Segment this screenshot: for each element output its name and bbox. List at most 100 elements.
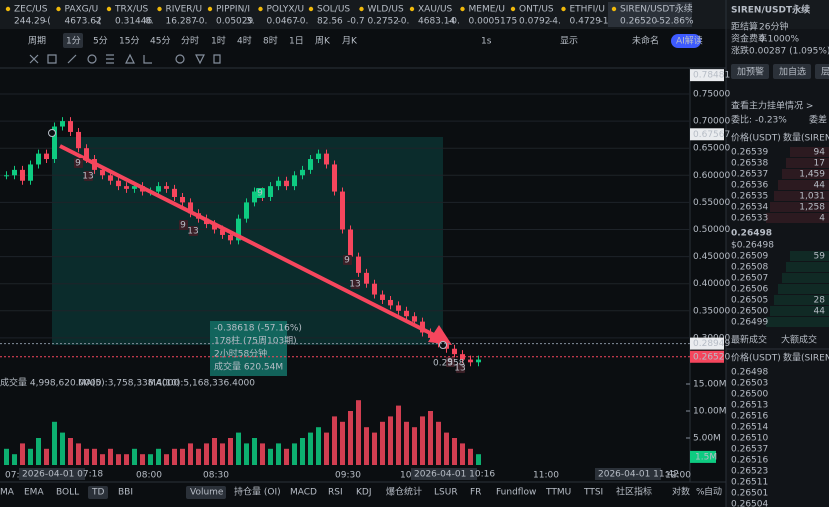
period-tab[interactable]: 5分 xyxy=(93,36,108,47)
toolbar-button[interactable]: AI解读 xyxy=(676,35,703,47)
indicator-tab[interactable]: 社区指标 xyxy=(616,486,652,498)
tool-icon[interactable] xyxy=(106,54,114,64)
indicator-tab[interactable]: MACD xyxy=(290,488,317,498)
period-tab[interactable]: 周K xyxy=(315,36,331,47)
ticker-symbol[interactable]: SOL/US xyxy=(317,5,350,15)
volume-bar xyxy=(220,443,225,465)
period-tab[interactable]: 4时 xyxy=(237,35,252,47)
time-tag xyxy=(595,468,661,480)
volume-tick-label: 15.00M xyxy=(693,380,727,390)
volume-bar xyxy=(188,443,193,465)
tool-icon[interactable] xyxy=(67,54,77,64)
ticker-symbol[interactable]: ETHFI/U xyxy=(570,5,605,15)
ticker-symbol[interactable]: XAU/US xyxy=(418,5,453,15)
panel-button-label[interactable]: 层 xyxy=(821,67,829,78)
ticker-symbol[interactable]: ZEC/US xyxy=(14,5,48,15)
volume-bar xyxy=(156,448,161,465)
indicator-tab[interactable]: 爆仓统计 xyxy=(386,486,422,498)
ticker-symbol[interactable]: PIPPIN/I xyxy=(216,5,250,15)
indicator-tab[interactable]: TTSI xyxy=(583,488,603,498)
tool-icon[interactable] xyxy=(213,54,221,64)
tool-icon[interactable] xyxy=(125,53,135,64)
indicator-tab[interactable]: 自动 xyxy=(704,486,722,498)
indicator-tab[interactable]: KDJ xyxy=(356,488,372,498)
period-tab[interactable]: 45分 xyxy=(150,36,170,47)
indicator-tab[interactable]: BBI xyxy=(118,488,133,498)
ticker-symbol[interactable]: RIVER/U xyxy=(166,5,203,15)
info-label: 距结算 xyxy=(731,21,758,33)
ticker-symbol[interactable]: PAXG/U xyxy=(65,5,99,15)
candle xyxy=(284,180,289,187)
toolbar-button[interactable]: 未命名 xyxy=(632,35,659,47)
tool-icon[interactable] xyxy=(29,54,39,64)
period-tab[interactable]: 月K xyxy=(342,36,358,47)
indicator-tab[interactable]: 对数 xyxy=(672,486,690,498)
indicator-tab[interactable]: Fundflow xyxy=(496,488,536,498)
y-tick-label: 0.70000 xyxy=(693,117,730,127)
indicator-tab[interactable]: MA xyxy=(0,488,15,498)
candle xyxy=(292,175,297,187)
y-tick-label: 0.50000 xyxy=(693,225,730,235)
tool-icon[interactable] xyxy=(195,54,205,65)
period-tab[interactable]: 1时 xyxy=(211,35,226,47)
volume-bar xyxy=(140,454,145,465)
y-tick-label: 0.65000 xyxy=(693,144,730,154)
indicator-legend: MA(10):5,168,336.4000 xyxy=(148,379,255,389)
indicator-tab[interactable]: BOLL xyxy=(56,488,79,498)
indicator-tab[interactable]: Volume xyxy=(190,488,224,498)
volume-bar xyxy=(124,454,129,465)
indicator-tab[interactable]: RSI xyxy=(328,488,343,498)
candle xyxy=(156,186,161,192)
candle xyxy=(244,202,249,219)
tool-icon[interactable] xyxy=(143,55,152,64)
book-qty: 4 xyxy=(819,214,825,224)
depth-link[interactable]: 查看主力挂单情况 > xyxy=(731,100,813,112)
period-tab[interactable]: 1日 xyxy=(289,36,304,47)
candle xyxy=(180,196,185,203)
period-tab[interactable]: 8时 xyxy=(263,35,278,47)
ticker-change: -52.86% xyxy=(656,17,694,27)
indicator-tab[interactable]: TTMU xyxy=(545,488,571,498)
active-ticker[interactable] xyxy=(608,2,692,27)
ticker-symbol[interactable]: MEME/U xyxy=(469,5,506,15)
ticker-change: -( xyxy=(95,17,102,27)
ticker-symbol[interactable]: WLD/US xyxy=(368,5,404,15)
period-tab[interactable]: 15分 xyxy=(119,36,139,47)
candle xyxy=(188,202,193,214)
indicator-tab[interactable]: FR xyxy=(470,488,481,498)
candle xyxy=(412,316,417,322)
trade-tab[interactable]: 大额成交 xyxy=(781,334,817,346)
candle xyxy=(52,126,57,160)
ratio-diff: 委差 xyxy=(809,114,827,126)
book-qty: 1,459 xyxy=(799,170,825,180)
td-marker-bg xyxy=(179,220,188,230)
toolbar-button[interactable]: 显示 xyxy=(560,36,578,47)
ticker-symbol[interactable]: TRX/US xyxy=(114,5,149,15)
indicator-tab[interactable]: % xyxy=(696,488,705,498)
ticker-dot xyxy=(409,6,415,12)
depth-bar xyxy=(790,251,829,261)
tool-icon[interactable] xyxy=(47,54,57,64)
indicator-tab[interactable]: EMA xyxy=(24,488,44,498)
tool-icon[interactable] xyxy=(87,54,97,64)
period-tab[interactable]: 分时 xyxy=(181,35,199,47)
toolbar-button[interactable]: 1s xyxy=(481,37,492,47)
indicator-tab[interactable]: LSUR xyxy=(434,488,458,498)
book-qty: 28 xyxy=(814,296,826,306)
period-tab[interactable]: 1分 xyxy=(66,36,81,47)
panel-button[interactable] xyxy=(815,64,829,79)
trade-tab[interactable]: 最新成交 xyxy=(731,334,767,346)
ticker-symbol[interactable]: SIREN/USDT永续 xyxy=(620,3,693,15)
price-tag xyxy=(690,337,724,350)
candle xyxy=(108,175,113,181)
tool-icon[interactable] xyxy=(175,54,185,64)
ticker-symbol[interactable]: POLYX/U xyxy=(267,5,305,15)
measure-text: -0.38618 (-57.16%) xyxy=(214,324,302,334)
panel-button-label[interactable]: 加预警 xyxy=(737,66,764,78)
indicator-tab[interactable]: TD xyxy=(91,488,104,498)
indicator-tab[interactable]: 持仓量 (OI) xyxy=(234,486,281,498)
ticker-symbol[interactable]: ONT/US xyxy=(519,5,554,15)
panel-button[interactable] xyxy=(731,64,769,79)
panel-button-label[interactable]: 加自选 xyxy=(779,66,806,78)
panel-button[interactable] xyxy=(773,64,811,79)
